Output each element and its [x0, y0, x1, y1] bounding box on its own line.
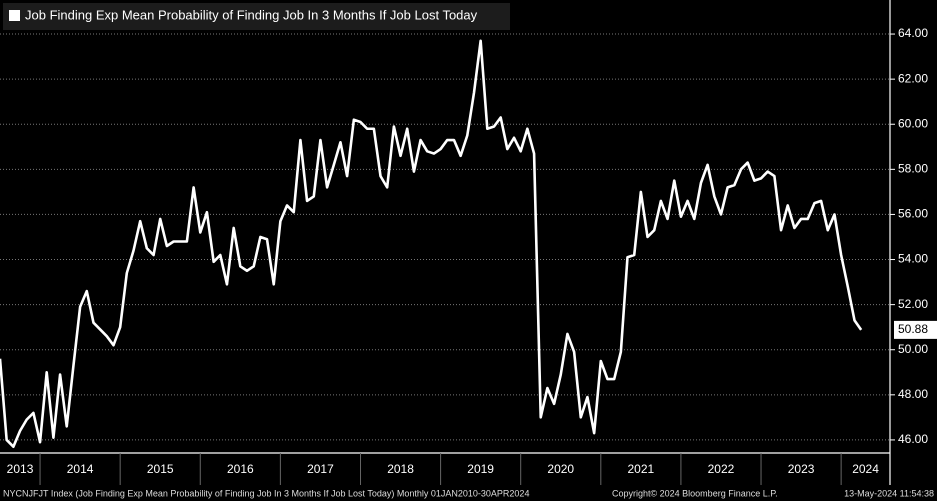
x-tick-label: 2013 — [7, 462, 34, 476]
y-tick-label: 52.00 — [898, 297, 928, 311]
line-series — [0, 39, 863, 448]
x-tick-label: 2020 — [547, 462, 574, 476]
x-tick-label: 2014 — [67, 462, 94, 476]
copyright: Copyright© 2024 Bloomberg Finance L.P. — [612, 488, 778, 498]
value-label-box — [894, 320, 937, 339]
source-note: NYCNJFJT Index (Job Finding Exp Mean Pro… — [3, 488, 529, 498]
legend-label: Job Finding Exp Mean Probability of Find… — [25, 7, 478, 22]
legend-box — [3, 3, 510, 30]
y-tick-label: 60.00 — [898, 116, 928, 130]
y-tick-label: 56.00 — [898, 207, 928, 221]
x-tick-label: 2019 — [467, 462, 494, 476]
x-tick-label: 2023 — [788, 462, 815, 476]
y-tick-label: 48.00 — [898, 387, 928, 401]
x-tick-label: 2024 — [852, 462, 879, 476]
x-tick-label: 2021 — [628, 462, 655, 476]
x-tick-label: 2017 — [307, 462, 334, 476]
y-tick-label: 58.00 — [898, 162, 928, 176]
y-tick-label: 64.00 — [898, 26, 928, 40]
value-label: 50.88 — [898, 322, 928, 336]
timestamp: 13-May-2024 11:54:38 — [844, 488, 934, 498]
x-tick-label: 2015 — [147, 462, 174, 476]
x-tick-label: 2022 — [708, 462, 735, 476]
y-tick-label: 54.00 — [898, 252, 928, 266]
y-tick-label: 46.00 — [898, 432, 928, 446]
y-tick-label: 50.00 — [898, 342, 928, 356]
x-tick-label: 2016 — [227, 462, 254, 476]
legend-swatch — [9, 10, 20, 21]
y-tick-label: 62.00 — [898, 71, 928, 85]
x-tick-label: 2018 — [387, 462, 414, 476]
